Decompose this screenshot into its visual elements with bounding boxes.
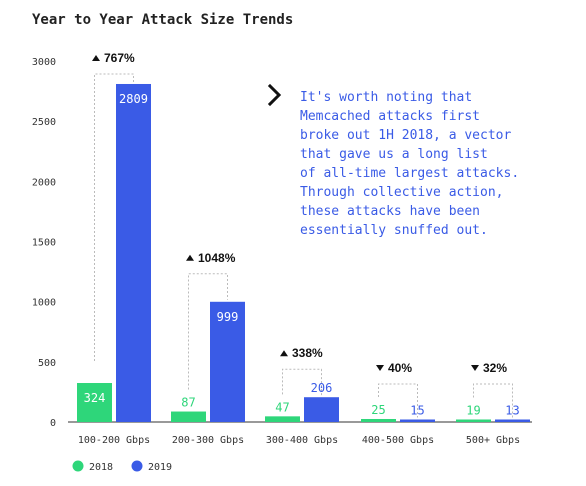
y-tick-label: 3000: [32, 57, 56, 68]
x-tick-label: 200-300 Gbps: [172, 435, 244, 446]
annotation-line: these attacks have been: [300, 204, 480, 219]
y-tick-label: 1000: [32, 298, 56, 309]
x-tick-label: 500+ Gbps: [466, 435, 520, 446]
change-brackets: 767% 1048% 338% 40% 32%: [92, 51, 513, 418]
bar-value-label: 15: [410, 404, 424, 418]
annotation: It's worth noting that Memcached attacks …: [267, 83, 519, 238]
bar-2019: [116, 83, 151, 422]
bar-value-label: 999: [217, 310, 239, 324]
change-label: 32%: [483, 361, 507, 375]
bar-2018: [171, 411, 206, 422]
y-axis: 0 500 1000 1500 2000 2500 3000: [32, 57, 56, 429]
y-tick-label: 1500: [32, 238, 56, 249]
y-tick-label: 2000: [32, 177, 56, 188]
bar-2019: [495, 419, 530, 422]
x-tick-label: 400-500 Gbps: [362, 435, 434, 446]
x-tick-label: 100-200 Gbps: [78, 435, 150, 446]
legend-label: 2019: [148, 462, 172, 473]
annotation-line: Through collective action,: [300, 185, 504, 200]
change-bracket: [473, 383, 513, 418]
x-tick-label: 300-400 Gbps: [266, 435, 338, 446]
triangle-down-icon: [471, 365, 479, 371]
legend-label: 2018: [89, 462, 113, 473]
bar-2018: [77, 383, 112, 422]
annotation-line: broke out 1H 2018, a vector: [300, 128, 511, 143]
bar-value-label: 206: [311, 381, 333, 395]
change-label: 40%: [388, 361, 412, 375]
bar-2019: [210, 301, 245, 422]
y-tick-label: 0: [50, 418, 56, 429]
annotation-line: that gave us a long list: [300, 147, 488, 162]
bar-value-label: 13: [505, 404, 519, 418]
chart-title: Year to Year Attack Size Trends: [32, 12, 293, 28]
triangle-up-icon: [186, 254, 194, 261]
change-label: 338%: [292, 346, 323, 360]
bar-2019: [400, 419, 435, 422]
y-tick-label: 500: [38, 358, 56, 369]
change-bracket: [378, 383, 418, 418]
annotation-line: of all-time largest attacks.: [300, 166, 519, 181]
bar-2018: [265, 416, 300, 422]
bar-value-label: 19: [466, 404, 480, 418]
bar-2018: [456, 419, 491, 422]
x-tick-labels: 100-200 Gbps 200-300 Gbps 300-400 Gbps 400-…: [78, 435, 520, 446]
bar-value-label: 47: [275, 400, 289, 414]
triangle-up-icon: [92, 55, 100, 61]
bar-value-label: 2809: [119, 92, 148, 106]
annotation-line: It's worth noting that: [300, 90, 472, 105]
change-label: 1048%: [198, 251, 236, 265]
change-bracket: [188, 273, 228, 390]
y-tick-label: 2500: [32, 117, 56, 128]
annotation-line: essentially snuffed out.: [300, 223, 488, 238]
bar-value-label: 324: [84, 391, 106, 405]
triangle-up-icon: [280, 350, 288, 357]
triangle-down-icon: [376, 365, 384, 371]
bar-value-label: 25: [371, 403, 385, 417]
bar-value-label: 87: [181, 396, 195, 410]
bars: 324 2809 87 999 47 206 25 15 19 13: [77, 83, 530, 422]
annotation-line: Memcached attacks first: [300, 109, 480, 124]
legend-swatch-2019: [131, 460, 143, 472]
legend-swatch-2018: [72, 460, 84, 472]
change-bracket: [282, 368, 322, 396]
bar-2018: [361, 418, 396, 422]
bar-2019: [304, 397, 339, 422]
change-label: 767%: [104, 51, 135, 65]
legend: 2018 2019: [72, 460, 172, 473]
chevron-right-icon: [267, 83, 282, 107]
